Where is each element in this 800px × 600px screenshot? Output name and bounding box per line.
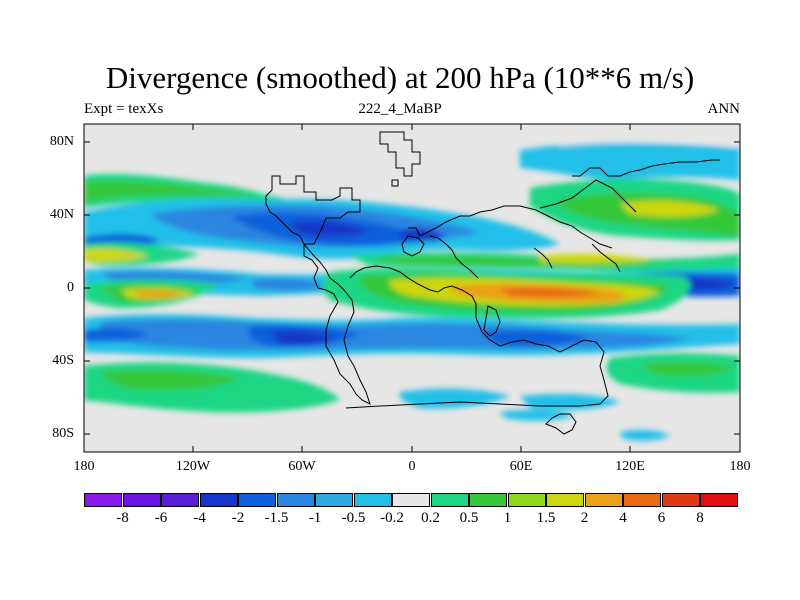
colorbar-swatch (276, 493, 315, 507)
lon-tick-label: 120W (175, 459, 211, 474)
lat-tick-label: 80S (52, 426, 74, 441)
colorbar-swatch (315, 493, 353, 507)
lon-tick-label: 180 (73, 459, 95, 474)
colorbar-label: 0.2 (421, 510, 440, 526)
colorbar-swatch (623, 493, 661, 507)
colorbar-label: 6 (657, 510, 666, 526)
coastlines (265, 131, 720, 435)
colorbar-swatch (700, 493, 738, 507)
lat-tick-label: 40S (52, 353, 74, 368)
experiment-label: Expt = texXs (84, 101, 164, 117)
colorbar-label: 0.5 (459, 510, 479, 526)
colorbar-label: 2 (580, 510, 589, 526)
colorbar-swatch (199, 493, 238, 507)
axis-ticks (83, 124, 741, 452)
colorbar-swatch (392, 493, 430, 507)
colorbar-label: -0.5 (341, 510, 366, 526)
colorbar-label: -1.5 (264, 510, 289, 526)
colorbar-swatch (161, 493, 199, 507)
colorbar-swatch (469, 493, 507, 507)
lat-tick-label: 80N (49, 134, 74, 149)
colorbar-swatch (238, 493, 276, 507)
colorbar-label: 8 (696, 510, 704, 526)
colorbar-swatch (584, 493, 623, 507)
colorbar-swatch (661, 493, 700, 507)
colorbar-label: 1.5 (536, 510, 556, 526)
map-title: Divergence (smoothed) at 200 hPa (10**6 … (105, 60, 695, 95)
lon-tick-label: 0 (408, 459, 416, 474)
colorbar-label: -6 (154, 510, 168, 526)
divergence-field (84, 124, 740, 452)
colorbar-swatch (430, 493, 469, 507)
colorbar-swatch (546, 493, 584, 507)
season-label: ANN (707, 101, 741, 117)
lat-tick-label: 0 (67, 280, 74, 295)
colorbar-label: -1 (308, 510, 322, 526)
colorbar-label: -8 (116, 510, 129, 526)
lon-tick-label: 60E (509, 459, 533, 474)
colorbar-label: 1 (503, 510, 512, 526)
case-label: 222_4_MaBP (358, 101, 442, 117)
colorbar-swatch (84, 493, 122, 507)
colorbar-label: 4 (619, 510, 627, 526)
lon-tick-label: 180 (729, 459, 751, 474)
lon-tick-label: 60W (288, 459, 316, 474)
colorbar-swatch (507, 493, 546, 507)
colorbar-label: -2 (231, 510, 245, 526)
lon-tick-label: 120E (615, 459, 645, 474)
colorbar-swatch (122, 493, 161, 507)
colorbar-label: -4 (193, 510, 206, 526)
colorbar-label: -0.2 (380, 510, 404, 526)
colorbar-swatch (353, 493, 392, 507)
lat-tick-label: 40N (49, 207, 74, 222)
